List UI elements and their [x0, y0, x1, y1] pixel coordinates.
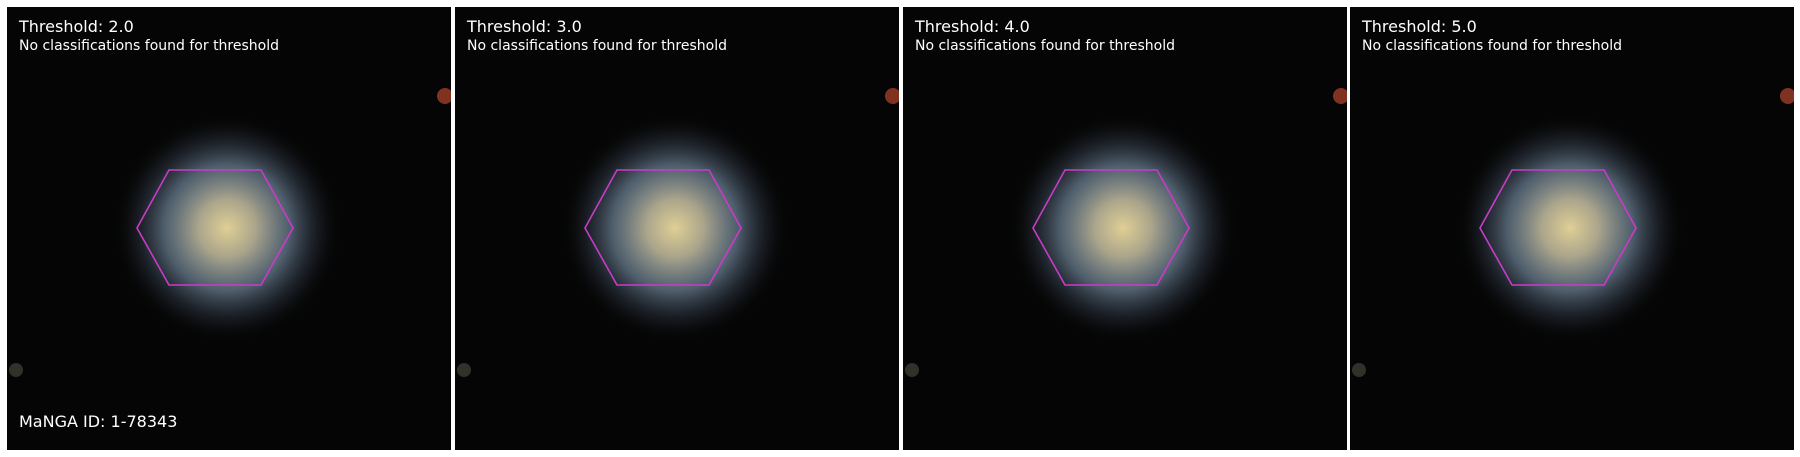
panel-title: Threshold: 4.0 [915, 17, 1030, 36]
faint-source [905, 363, 919, 377]
ifu-hexagon-icon [1479, 169, 1637, 286]
galaxy [1008, 113, 1238, 343]
panel-threshold-2: Threshold: 2.0 No classifications found … [7, 7, 451, 450]
faint-source [1352, 363, 1366, 377]
panel-title: Threshold: 3.0 [467, 17, 582, 36]
panel-title: Threshold: 2.0 [19, 17, 134, 36]
galaxy-image [1350, 7, 1794, 450]
panel-threshold-4: Threshold: 4.0 No classifications found … [903, 7, 1347, 450]
panel-title: Threshold: 5.0 [1362, 17, 1477, 36]
neighbor-star [885, 88, 899, 104]
galaxy-image [903, 7, 1347, 450]
galaxy-image [7, 7, 451, 450]
panel-threshold-5: Threshold: 5.0 No classifications found … [1350, 7, 1794, 450]
neighbor-star [1780, 88, 1794, 104]
galaxy [1455, 113, 1685, 343]
panel-message: No classifications found for threshold [1362, 38, 1622, 54]
panel-message: No classifications found for threshold [467, 38, 727, 54]
faint-source [457, 363, 471, 377]
neighbor-star [1333, 88, 1347, 104]
ifu-hexagon-icon [584, 169, 742, 286]
ifu-hexagon-icon [136, 169, 294, 286]
panel-threshold-3: Threshold: 3.0 No classifications found … [455, 7, 899, 450]
ifu-hexagon-icon [1032, 169, 1190, 286]
neighbor-star [437, 88, 451, 104]
panel-message: No classifications found for threshold [19, 38, 279, 54]
panel-message: No classifications found for threshold [915, 38, 1175, 54]
faint-source [9, 363, 23, 377]
galaxy-image [455, 7, 899, 450]
manga-id-label: MaNGA ID: 1-78343 [19, 412, 178, 431]
galaxy [560, 113, 790, 343]
galaxy [112, 113, 342, 343]
